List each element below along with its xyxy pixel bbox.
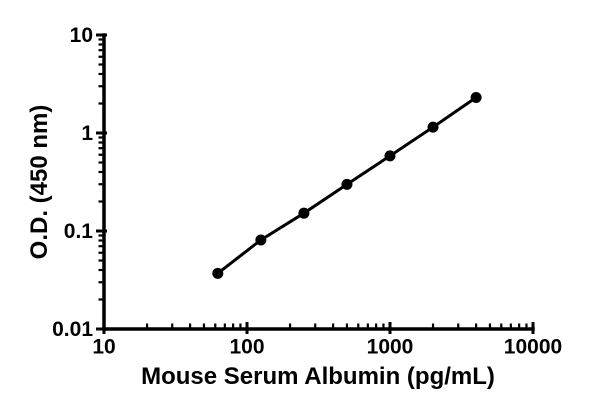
y-tick-label: 0.01 [52,318,93,341]
x-tick-label: 10 [92,336,115,359]
x-tick-label: 10000 [504,336,562,359]
y-axis-title: O.D. (450 nm) [26,104,53,260]
x-axis-title: Mouse Serum Albumin (pg/mL) [141,363,495,390]
y-tick-label: 0.1 [64,220,94,243]
data-point [255,234,267,246]
data-point [470,91,482,103]
y-tick-label: 10 [70,24,93,47]
data-point [384,150,396,162]
y-tick-label: 1 [81,122,93,145]
data-point [427,121,439,133]
data-point [298,207,310,219]
x-tick-label: 100 [229,336,264,359]
data-point [341,178,353,190]
data-point [212,267,224,279]
x-tick-label: 1000 [367,336,414,359]
